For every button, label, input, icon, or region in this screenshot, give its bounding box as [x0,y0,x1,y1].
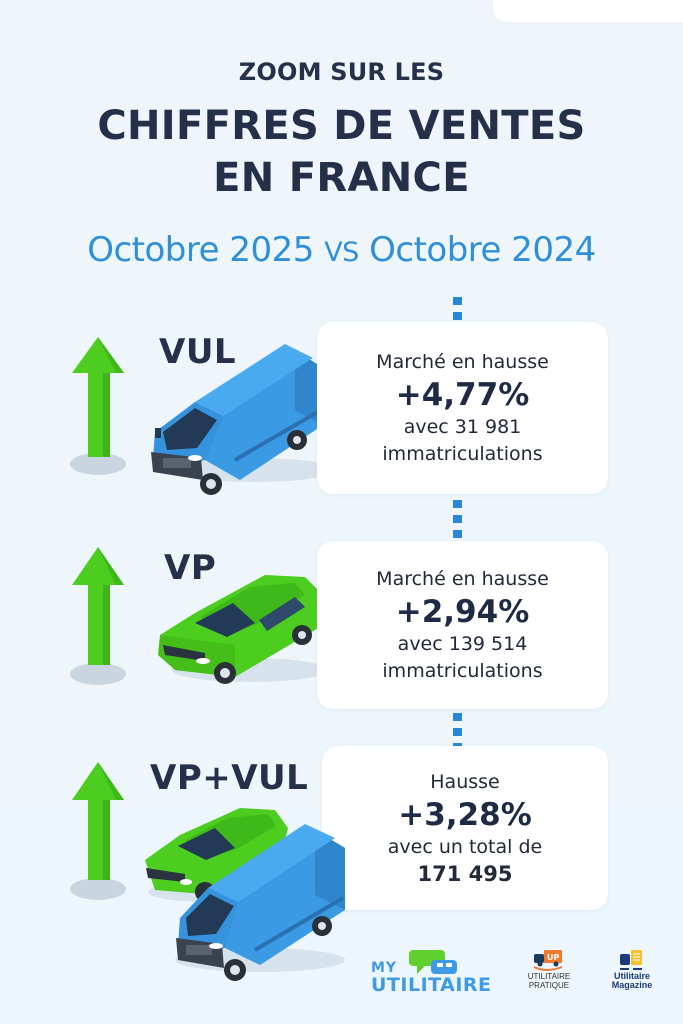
period-current: Octobre 2025 [87,230,314,270]
category-label-total: VP+VUL [150,758,309,798]
growth-arrow-vp [70,545,130,685]
category-label-vp: VP [164,548,217,588]
arrow-shadow [70,453,126,475]
logo-line-2: PRATIQUE [528,981,570,990]
truck-hand-icon: UP [533,950,563,971]
trend-text: Marché en hausse [376,567,549,590]
connector-dots [453,713,462,747]
logo-text: UTILITAIRE PRATIQUE [520,972,578,990]
arrow-up-icon [72,337,124,457]
trend-text: Hausse [430,770,500,793]
registration-unit: immatriculations [382,442,543,465]
logo-line-1: UTILITAIRE [527,972,571,981]
chat-van-icon [409,950,457,974]
connector-dots [453,500,462,538]
total-count: 171 495 [417,861,513,886]
period-previous: Octobre 2024 [369,230,596,270]
kicker-heading: ZOOM SUR LES [238,58,445,86]
vs-label: VS [324,237,359,268]
arrow-shadow [70,878,126,900]
logo-line-2: Magazine [611,980,653,990]
utilitaire-magazine-logo: Utilitaire Magazine [602,946,662,996]
growth-arrow-vul [70,335,130,475]
period-comparison: Octobre 2025 VS Octobre 2024 [0,230,683,270]
svg-text:UP: UP [547,953,559,962]
car-and-van-icon [145,808,345,981]
stat-card-vul: Marché en hausse +4,77% avec 31 981 imma… [317,322,608,494]
van-icon [151,344,330,495]
connector-dots [453,297,462,320]
percent-change: +3,28% [398,796,532,833]
stat-card-vp: Marché en hausse +2,94% avec 139 514 imm… [317,541,608,709]
category-label-vul: VUL [159,332,237,372]
percent-change: +4,77% [395,376,530,413]
total-label: avec un total de [387,835,543,858]
registration-count: avec 31 981 [403,415,522,438]
title-line-1: CHIFFRES DE VENTES [97,103,586,149]
logo-line-1: MY [371,960,398,976]
truck-book-icon [620,950,642,970]
arrow-shadow [70,663,126,685]
registration-unit: immatriculations [382,659,543,682]
arrow-up-icon [72,547,124,665]
logo-line-1: Utilitaire [613,971,650,981]
percent-change: +2,94% [395,593,530,630]
trend-text: Marché en hausse [376,350,549,373]
car-icon [158,575,328,684]
logo-line-2: UTILITAIRE [371,974,492,996]
arrow-up-icon [72,762,124,880]
page-title: CHIFFRES DE VENTES EN FRANCE [0,100,683,204]
registration-count: avec 139 514 [397,632,528,655]
growth-arrow-total [70,760,130,900]
utilitaire-pratique-logo: UP UTILITAIRE PRATIQUE [520,946,575,996]
my-utilitaire-logo: MY UTILITAIRE [371,946,491,996]
stat-card-total: Hausse +3,28% avec un total de 171 495 [322,746,608,910]
title-line-2: EN FRANCE [213,155,470,201]
corner-card-decoration [493,0,683,22]
logo-text: Utilitaire Magazine [602,972,662,990]
